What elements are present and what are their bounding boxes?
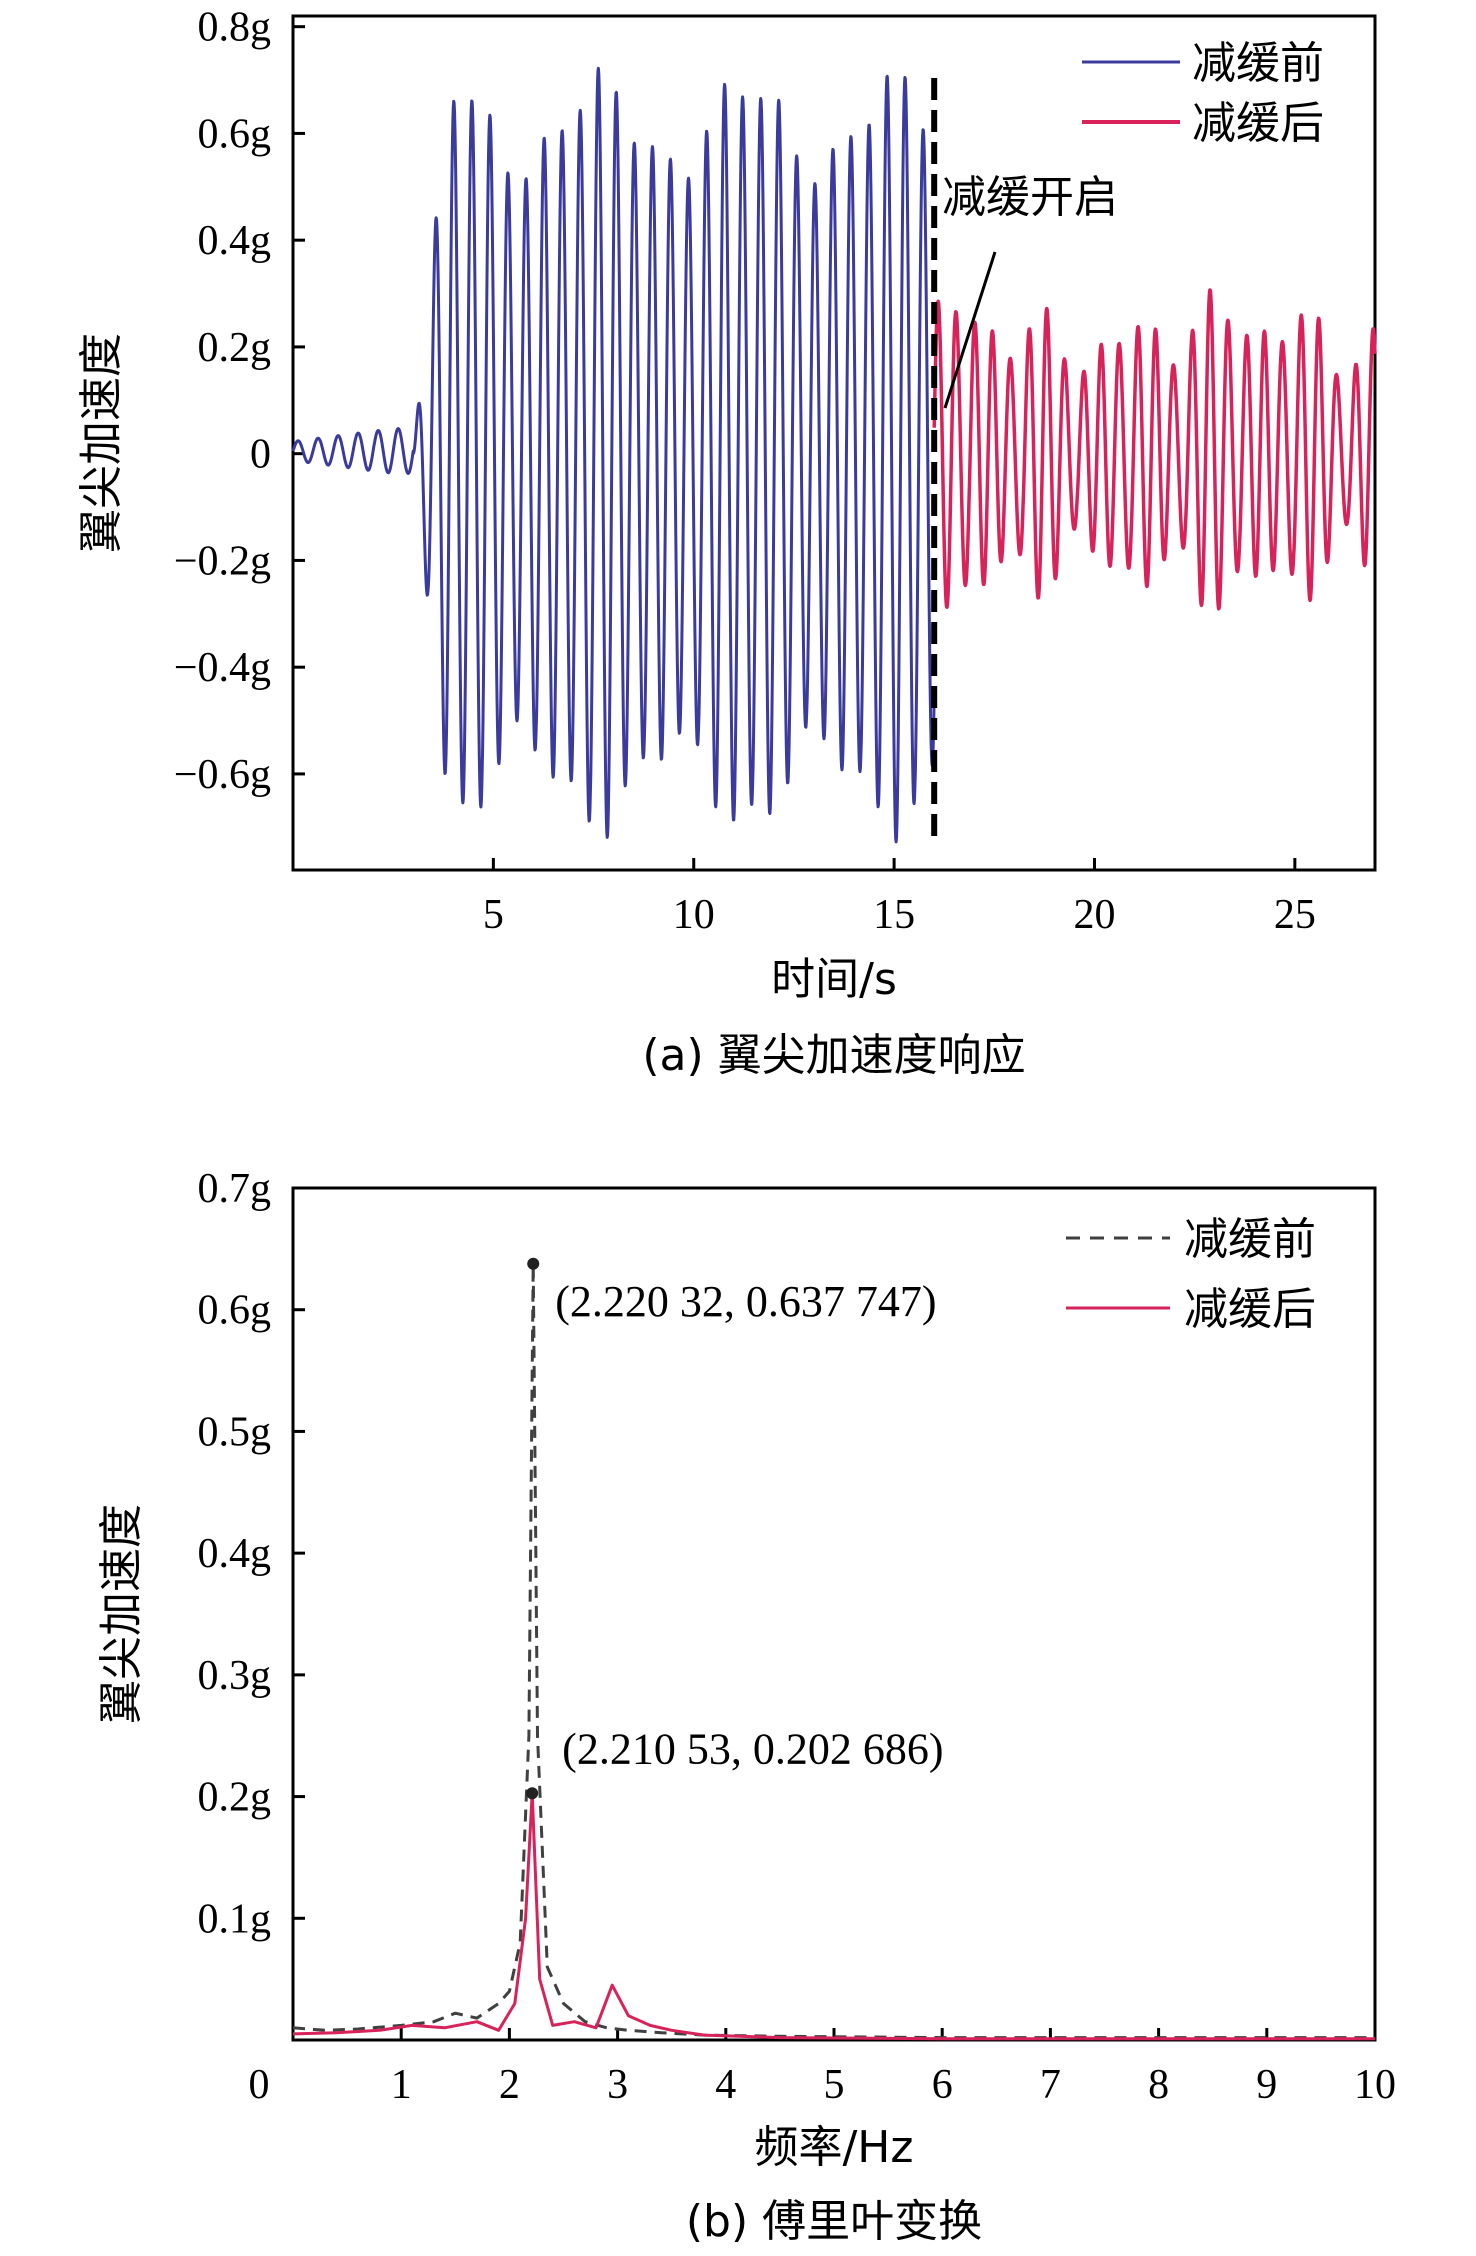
peak-marker xyxy=(527,1257,540,1270)
y-tick-label-a: −0.2g xyxy=(174,538,271,584)
y-tick-label-b: 0.5g xyxy=(198,1409,272,1455)
peak-marker xyxy=(526,1787,539,1800)
legend-a-before-label: 减缓前 xyxy=(1192,38,1324,89)
y-tick-label-b: 0.7g xyxy=(198,1166,272,1212)
x-tick-label-b: 0 xyxy=(249,2062,270,2108)
chart-a-time-response: 0.8g 0.6g 0.4g 0.2g 0 −0.2g −0.4g −0.6g 5 10 15 20… xyxy=(76,5,1377,1081)
x-tick-label-b: 4 xyxy=(715,2062,736,2108)
x-tick-label-b: 7 xyxy=(1040,2062,1061,2108)
caption-a: (a) 翼尖加速度响应 xyxy=(642,1030,1025,1081)
x-tick-label-b: 5 xyxy=(824,2062,845,2108)
y-tick-label-a: 0.4g xyxy=(198,218,272,264)
y-tick-label-a: 0.6g xyxy=(198,111,272,157)
x-axis-title-b: 频率/Hz xyxy=(754,2122,913,2173)
y-tick-label-b: 0.2g xyxy=(198,1775,272,1821)
y-tick-label-a: −0.6g xyxy=(174,752,271,798)
series-line-a-before xyxy=(291,66,936,844)
series-line-a-after xyxy=(932,288,1377,611)
y-tick-label-a: −0.4g xyxy=(174,645,271,691)
x-tick-label-b: 10 xyxy=(1354,2062,1396,2108)
y-axis-title-b: 翼尖加速度 xyxy=(96,1504,147,1724)
legend-b: 减缓前 减缓后 xyxy=(1066,1214,1316,1335)
y-tick-label-b: 0.4g xyxy=(198,1531,272,1577)
series-line-b-before xyxy=(292,1262,1375,2040)
legend-b-after-label: 减缓后 xyxy=(1184,1284,1316,1335)
legend-a-after-label: 减缓后 xyxy=(1192,98,1324,149)
y-tick-label-a: 0.2g xyxy=(198,325,272,371)
x-axis-title-a: 时间/s xyxy=(771,954,897,1005)
x-tick-label-b: 8 xyxy=(1148,2062,1169,2108)
mitigation-annotation-arrow xyxy=(943,251,997,409)
x-tick-label-a: 20 xyxy=(1073,892,1115,938)
chart-b-fourier-transform: 0.7g 0.6g 0.5g 0.4g 0.3g 0.2g 0.1g 0 1 2 3 4 5 6 7 8 9 1… xyxy=(96,1166,1396,2247)
x-tick-label-a: 15 xyxy=(873,892,915,938)
y-tick-label-a: 0.8g xyxy=(198,5,272,51)
legend-b-before-label: 减缓前 xyxy=(1184,1214,1316,1265)
y-tick-label-b: 0.3g xyxy=(198,1653,272,1699)
x-tick-label-a: 25 xyxy=(1274,892,1316,938)
peak-annotation-label: (2.210 53, 0.202 686) xyxy=(562,1724,943,1773)
x-tick-label-b: 1 xyxy=(391,2062,412,2108)
y-tick-label-b: 0.1g xyxy=(198,1896,272,1942)
mitigation-start-label: 减缓开启 xyxy=(942,172,1118,223)
y-tick-label-b: 0.6g xyxy=(198,1288,272,1334)
legend-a: 减缓前 减缓后 xyxy=(1082,38,1324,149)
x-tick-label-b: 3 xyxy=(607,2062,628,2108)
x-tick-label-a: 10 xyxy=(673,892,715,938)
x-tick-label-b: 2 xyxy=(499,2062,520,2108)
x-tick-label-b: 6 xyxy=(932,2062,953,2108)
caption-b: (b) 傅里叶变换 xyxy=(686,2196,982,2247)
y-tick-label-a: 0 xyxy=(250,432,271,478)
peak-annotation-label: (2.220 32, 0.637 747) xyxy=(555,1277,936,1326)
y-axis-title-a: 翼尖加速度 xyxy=(76,333,127,553)
x-tick-label-a: 5 xyxy=(483,892,504,938)
plot-frame-a xyxy=(291,14,1377,872)
x-tick-label-b: 9 xyxy=(1256,2062,1277,2108)
series-line-b-after xyxy=(292,1791,1375,2041)
